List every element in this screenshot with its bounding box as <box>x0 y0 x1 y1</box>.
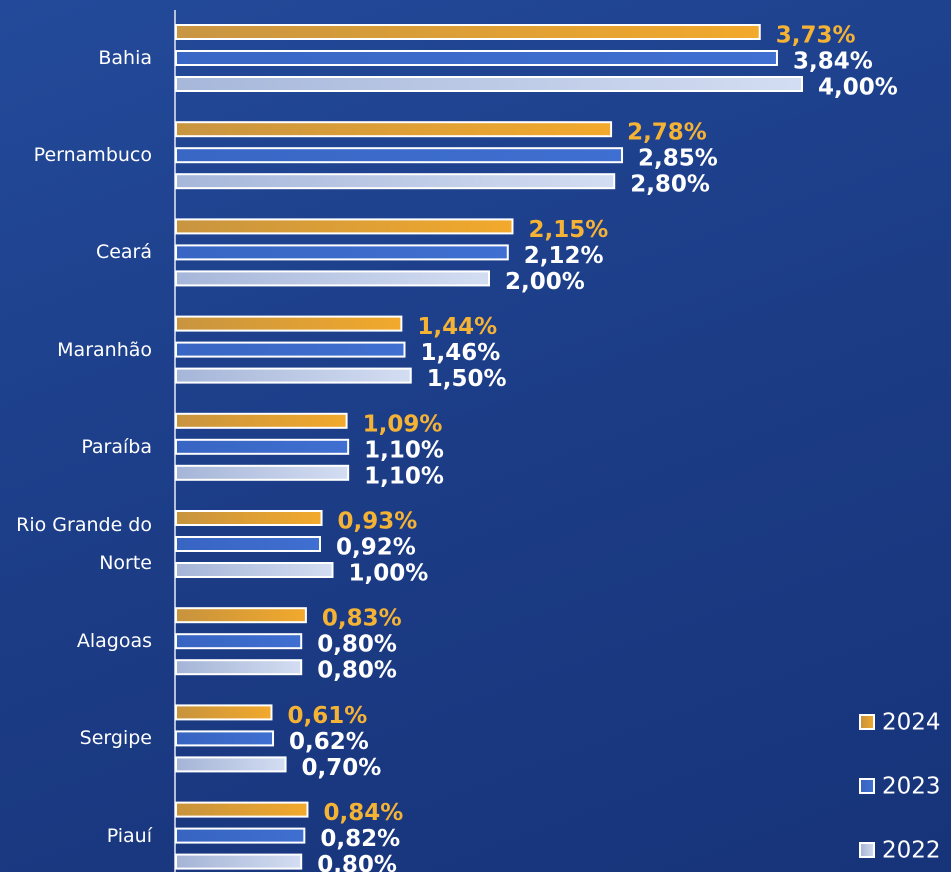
category-label: Ceará <box>95 241 152 264</box>
category-label: Maranhão <box>57 338 152 361</box>
value-label: 0,61% <box>287 703 367 729</box>
value-label: 2,85% <box>638 146 718 172</box>
value-label: 1,09% <box>363 411 443 437</box>
bar <box>175 607 307 624</box>
value-label: 0,80% <box>317 658 397 684</box>
value-label: 0,83% <box>322 606 402 632</box>
value-label: 1,10% <box>364 437 444 463</box>
legend-label: 2023 <box>882 774 941 800</box>
bar <box>175 801 309 818</box>
value-label: 1,50% <box>427 366 507 392</box>
value-label: 0,80% <box>317 852 397 872</box>
value-label: 1,46% <box>420 340 500 366</box>
value-label: 0,80% <box>317 632 397 658</box>
bar <box>175 24 761 40</box>
bar <box>175 853 303 870</box>
bar <box>175 50 778 66</box>
legend-swatch <box>859 842 875 858</box>
bar <box>175 341 406 358</box>
bar <box>175 827 306 844</box>
value-label: 4,00% <box>818 75 898 101</box>
bar <box>175 659 303 676</box>
bar <box>175 730 275 747</box>
category-label: Piauí <box>106 824 152 847</box>
value-label: 2,78% <box>627 120 707 146</box>
bar <box>175 633 303 650</box>
value-label: 2,15% <box>528 217 608 243</box>
value-label: 0,93% <box>338 509 418 535</box>
bar <box>175 756 287 773</box>
bar <box>175 173 616 190</box>
bar <box>175 121 613 138</box>
bar <box>175 244 509 261</box>
legend-label: 2024 <box>882 710 941 736</box>
bar <box>175 510 323 526</box>
category-label: Alagoas <box>76 630 152 653</box>
bar <box>175 315 403 332</box>
value-label: 0,92% <box>336 535 416 561</box>
value-label: 2,12% <box>524 243 604 269</box>
bar <box>175 218 514 235</box>
value-label: 0,62% <box>289 729 369 755</box>
value-label: 0,70% <box>302 755 382 781</box>
value-label: 3,84% <box>793 49 873 75</box>
category-label: Paraíba <box>81 435 152 458</box>
value-label: 1,10% <box>364 463 444 489</box>
category-label: Sergipe <box>79 727 152 750</box>
value-label: 0,84% <box>323 800 403 826</box>
category-label: Bahia <box>98 47 152 69</box>
bar <box>175 147 624 164</box>
legend-label: 2022 <box>882 838 941 864</box>
value-label: 1,00% <box>349 561 429 587</box>
legend-swatch <box>859 714 875 730</box>
value-label: 3,73% <box>776 23 856 49</box>
bar <box>175 438 350 455</box>
bar <box>175 704 273 721</box>
legend-swatch <box>859 778 875 794</box>
value-label: 0,82% <box>320 826 400 852</box>
bar <box>175 367 412 384</box>
bar <box>175 536 321 552</box>
value-label: 1,44% <box>417 314 497 340</box>
category-label: Pernambuco <box>33 144 152 167</box>
value-label: 2,00% <box>505 269 585 295</box>
bar <box>175 270 490 287</box>
value-label: 2,80% <box>630 172 710 198</box>
bar <box>175 76 803 92</box>
bar <box>175 412 348 429</box>
bar <box>175 464 350 481</box>
bar <box>175 562 334 578</box>
category-label: Rio Grande do Norte <box>16 514 152 574</box>
